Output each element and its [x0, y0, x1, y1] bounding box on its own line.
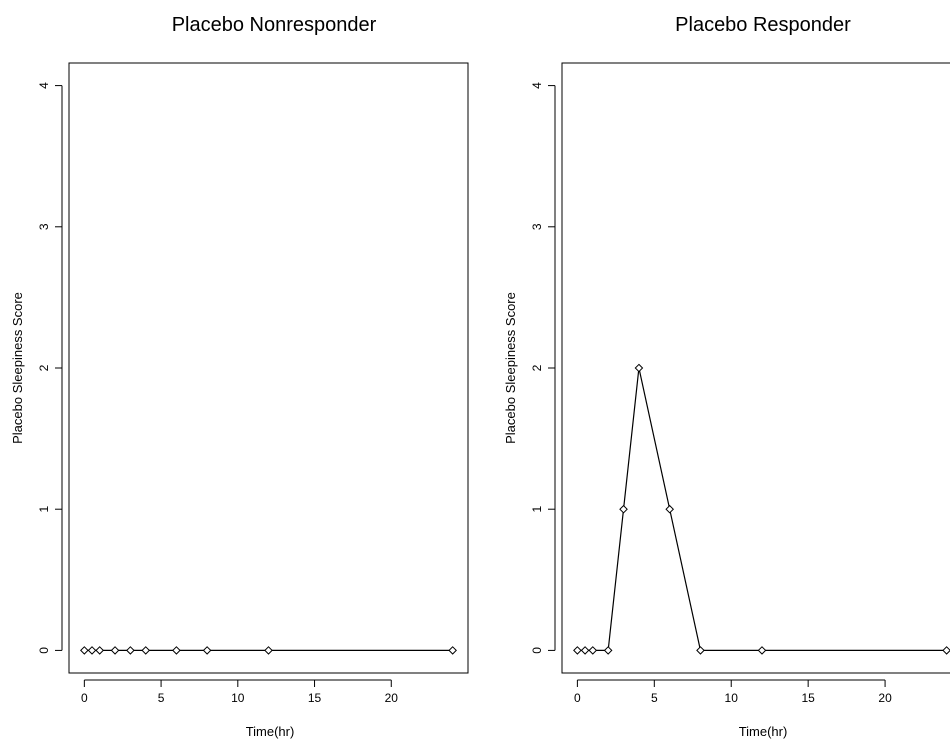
x-tick-label: 5 — [651, 691, 658, 705]
data-point — [696, 646, 705, 655]
x-tick-label: 10 — [725, 691, 739, 705]
x-tick-label: 0 — [574, 691, 581, 705]
y-tick-label: 3 — [530, 223, 544, 230]
x-tick-label: 10 — [231, 691, 245, 705]
data-point — [264, 646, 273, 655]
y-tick-label: 2 — [530, 364, 544, 371]
data-point — [126, 646, 135, 655]
y-axis: 0 1 2 3 4 — [530, 82, 556, 654]
data-point — [448, 646, 457, 655]
data-point — [573, 646, 582, 655]
y-tick-label: 1 — [37, 506, 51, 513]
data-point — [619, 504, 628, 514]
series-line — [577, 367, 947, 652]
chart-title: Placebo Responder — [675, 14, 851, 36]
data-point — [172, 646, 181, 655]
x-axis: 0 5 10 15 20 — [574, 679, 892, 705]
y-tick-label: 4 — [530, 82, 544, 89]
x-axis: 0 5 10 15 20 — [81, 679, 399, 705]
data-point — [87, 646, 97, 655]
data-point — [942, 646, 950, 655]
x-axis-label: Time(hr) — [739, 724, 788, 739]
x-axis-label: Time(hr) — [246, 724, 295, 739]
plot-frame — [68, 62, 469, 674]
x-tick-label: 5 — [158, 691, 165, 705]
y-tick-label: 3 — [37, 223, 51, 230]
data-point — [80, 646, 89, 655]
data-point — [95, 646, 104, 655]
data-point — [588, 646, 598, 655]
x-tick-label: 20 — [385, 691, 399, 705]
x-tick-label: 0 — [81, 691, 88, 705]
data-point — [757, 646, 767, 655]
x-tick-label: 15 — [308, 691, 322, 705]
data-series — [573, 363, 950, 655]
data-point — [603, 646, 613, 655]
data-point — [580, 646, 590, 655]
y-tick-label: 2 — [37, 364, 51, 371]
x-tick-label: 20 — [878, 691, 892, 705]
panel-placebo-nonresponder: Placebo Nonresponder Time(hr) Placebo Sl… — [10, 14, 469, 739]
y-tick-label: 0 — [530, 647, 544, 654]
data-point — [110, 646, 120, 655]
y-axis: 0 1 2 3 4 — [37, 82, 63, 654]
panel-placebo-responder: Placebo Responder Time(hr) Placebo Sleep… — [503, 14, 950, 739]
chart-title: Placebo Nonresponder — [172, 14, 377, 36]
data-point — [202, 646, 212, 655]
y-axis-label: Placebo Sleepiness Score — [10, 292, 25, 444]
data-point — [634, 363, 644, 373]
y-axis-label: Placebo Sleepiness Score — [503, 292, 518, 444]
data-series — [80, 646, 457, 655]
plot-frame — [561, 62, 950, 674]
x-tick-label: 15 — [801, 691, 815, 705]
data-point — [665, 504, 674, 514]
y-tick-label: 0 — [37, 647, 51, 654]
y-tick-label: 4 — [37, 82, 51, 89]
data-point — [141, 646, 151, 655]
y-tick-label: 1 — [530, 506, 544, 513]
